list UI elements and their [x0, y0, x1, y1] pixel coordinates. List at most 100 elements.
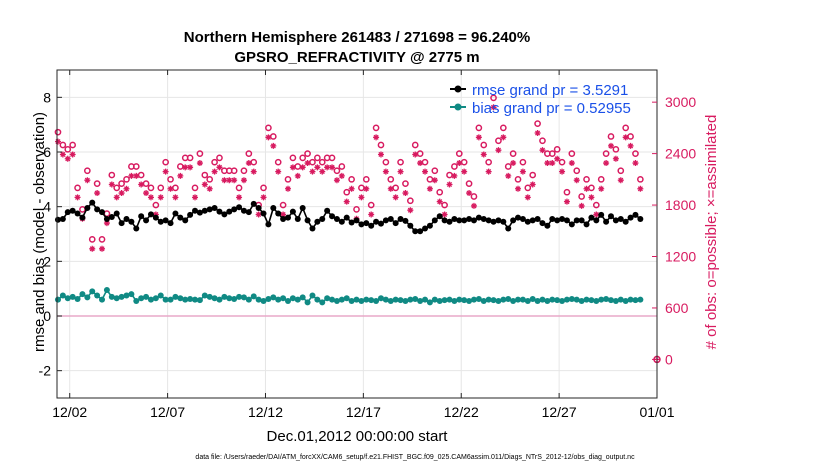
obs-possible-point-30	[201, 171, 209, 179]
legend-rmse-label: rmse grand pr = 3.5291	[472, 82, 628, 99]
rmse-point-39	[245, 209, 252, 216]
obs-assimilated-point-77	[431, 177, 438, 184]
bias-point-61	[353, 296, 360, 303]
rmse-point-76	[426, 222, 433, 229]
obs-assimilated-point-43	[265, 134, 272, 141]
obs-possible-point-37	[235, 184, 243, 192]
rmse-point-107	[578, 217, 585, 224]
bias-point-35	[226, 295, 233, 302]
obs-possible-point-101	[548, 150, 556, 157]
bias-point-115	[617, 296, 624, 303]
obs-possible-point-46	[279, 201, 287, 209]
obs-possible-point-76	[426, 175, 434, 183]
rmse-point-4	[74, 210, 81, 217]
obs-assimilated-point-114	[612, 155, 619, 162]
bias-point-26	[182, 296, 189, 303]
obs-assimilated-point-112	[603, 160, 610, 167]
bias-point-113	[607, 297, 614, 304]
obs-possible-point-112	[602, 150, 610, 157]
bias-point-89	[490, 297, 497, 304]
rmse-point-85	[470, 217, 477, 224]
obs-assimilated-point-59	[343, 198, 350, 205]
rmse-point-106	[573, 217, 580, 224]
obs-assimilated-point-79	[441, 211, 448, 218]
bias-point-78	[436, 297, 443, 304]
rmse-point-89	[490, 218, 497, 225]
rmse-point-73	[412, 228, 419, 235]
rmse-series	[54, 199, 644, 235]
obs-assimilated-point-12	[113, 194, 120, 201]
bias-point-28	[192, 296, 199, 303]
obs-assimilated-point-83	[461, 168, 468, 175]
bias-point-82	[456, 296, 463, 303]
obs-assimilated-point-109	[588, 194, 595, 201]
bias-point-109	[588, 297, 595, 304]
bias-point-22	[162, 296, 169, 303]
x-tick-label-0: 12/02	[52, 404, 87, 420]
rmse-point-47	[284, 214, 291, 221]
bias-point-75	[422, 296, 429, 303]
obs-assimilated-point-101	[549, 160, 556, 167]
obs-assimilated-point-28	[192, 194, 199, 201]
rmse-point-58	[338, 218, 345, 225]
bias-point-48	[289, 295, 296, 302]
obs-possible-point-117	[627, 133, 634, 140]
rmse-point-25	[177, 214, 184, 221]
obs-assimilated-point-7	[89, 245, 96, 252]
rmse-point-77	[431, 217, 438, 224]
obs-possible-point-5	[79, 205, 86, 213]
obs-assimilated-point-14	[123, 185, 130, 192]
rmse-point-1	[59, 215, 66, 222]
rmse-point-11	[108, 214, 115, 221]
rmse-point-68	[387, 215, 394, 222]
rmse-point-22	[162, 217, 169, 224]
bias-point-86	[475, 296, 482, 303]
obs-possible-point-119	[637, 175, 644, 183]
rmse-point-80	[446, 218, 453, 225]
obs-assimilated-point-56	[329, 164, 336, 171]
obs-assimilated-point-57	[333, 177, 340, 184]
bias-point-55	[324, 295, 331, 302]
obs-possible-point-104	[563, 188, 571, 196]
obs-possible-point-94	[514, 175, 522, 183]
obs-possible-point-49	[294, 163, 302, 170]
obs-assimilated-point-65	[373, 134, 380, 141]
obs-assimilated-point-30	[201, 181, 208, 188]
obs-assimilated-point-55	[324, 164, 331, 171]
obs-assimilated-point-40	[250, 168, 257, 175]
rmse-point-93	[510, 217, 517, 224]
bias-point-27	[187, 296, 194, 303]
obs-possible-point-106	[573, 167, 581, 175]
obs-possible-point-97	[529, 171, 537, 179]
obs-assimilated-point-21	[157, 194, 164, 201]
bias-point-57	[333, 297, 340, 304]
obs-assimilated-point-107	[578, 202, 585, 209]
bias-point-7	[89, 288, 96, 295]
left-y-tick-label-5: 8	[43, 89, 51, 105]
obs-assimilated-point-0	[54, 138, 61, 145]
rmse-point-65	[373, 218, 380, 225]
bias-point-88	[485, 296, 492, 303]
obs-assimilated-point-85	[470, 202, 477, 209]
rmse-point-59	[343, 214, 350, 221]
obs-assimilated-point-42	[260, 194, 267, 201]
obs-assimilated-point-95	[519, 168, 526, 175]
rmse-point-35	[226, 208, 233, 215]
bias-point-16	[133, 297, 140, 304]
bias-point-56	[329, 296, 336, 303]
obs-assimilated-point-37	[236, 194, 243, 201]
rmse-point-116	[622, 218, 629, 225]
rmse-point-37	[236, 204, 243, 211]
bias-point-70	[397, 297, 404, 304]
bias-point-38	[240, 294, 247, 301]
obs-possible-point-42	[260, 184, 267, 192]
rmse-point-19	[147, 211, 154, 218]
obs-assimilated-point-10	[103, 220, 110, 227]
bias-point-104	[563, 296, 570, 303]
obs-assimilated-point-44	[270, 142, 277, 149]
obs-assimilated-point-72	[407, 207, 414, 214]
bias-point-10	[103, 287, 110, 294]
bias-point-111	[598, 296, 605, 303]
bias-point-32	[211, 295, 218, 302]
obs-assimilated-point-9	[99, 245, 106, 252]
